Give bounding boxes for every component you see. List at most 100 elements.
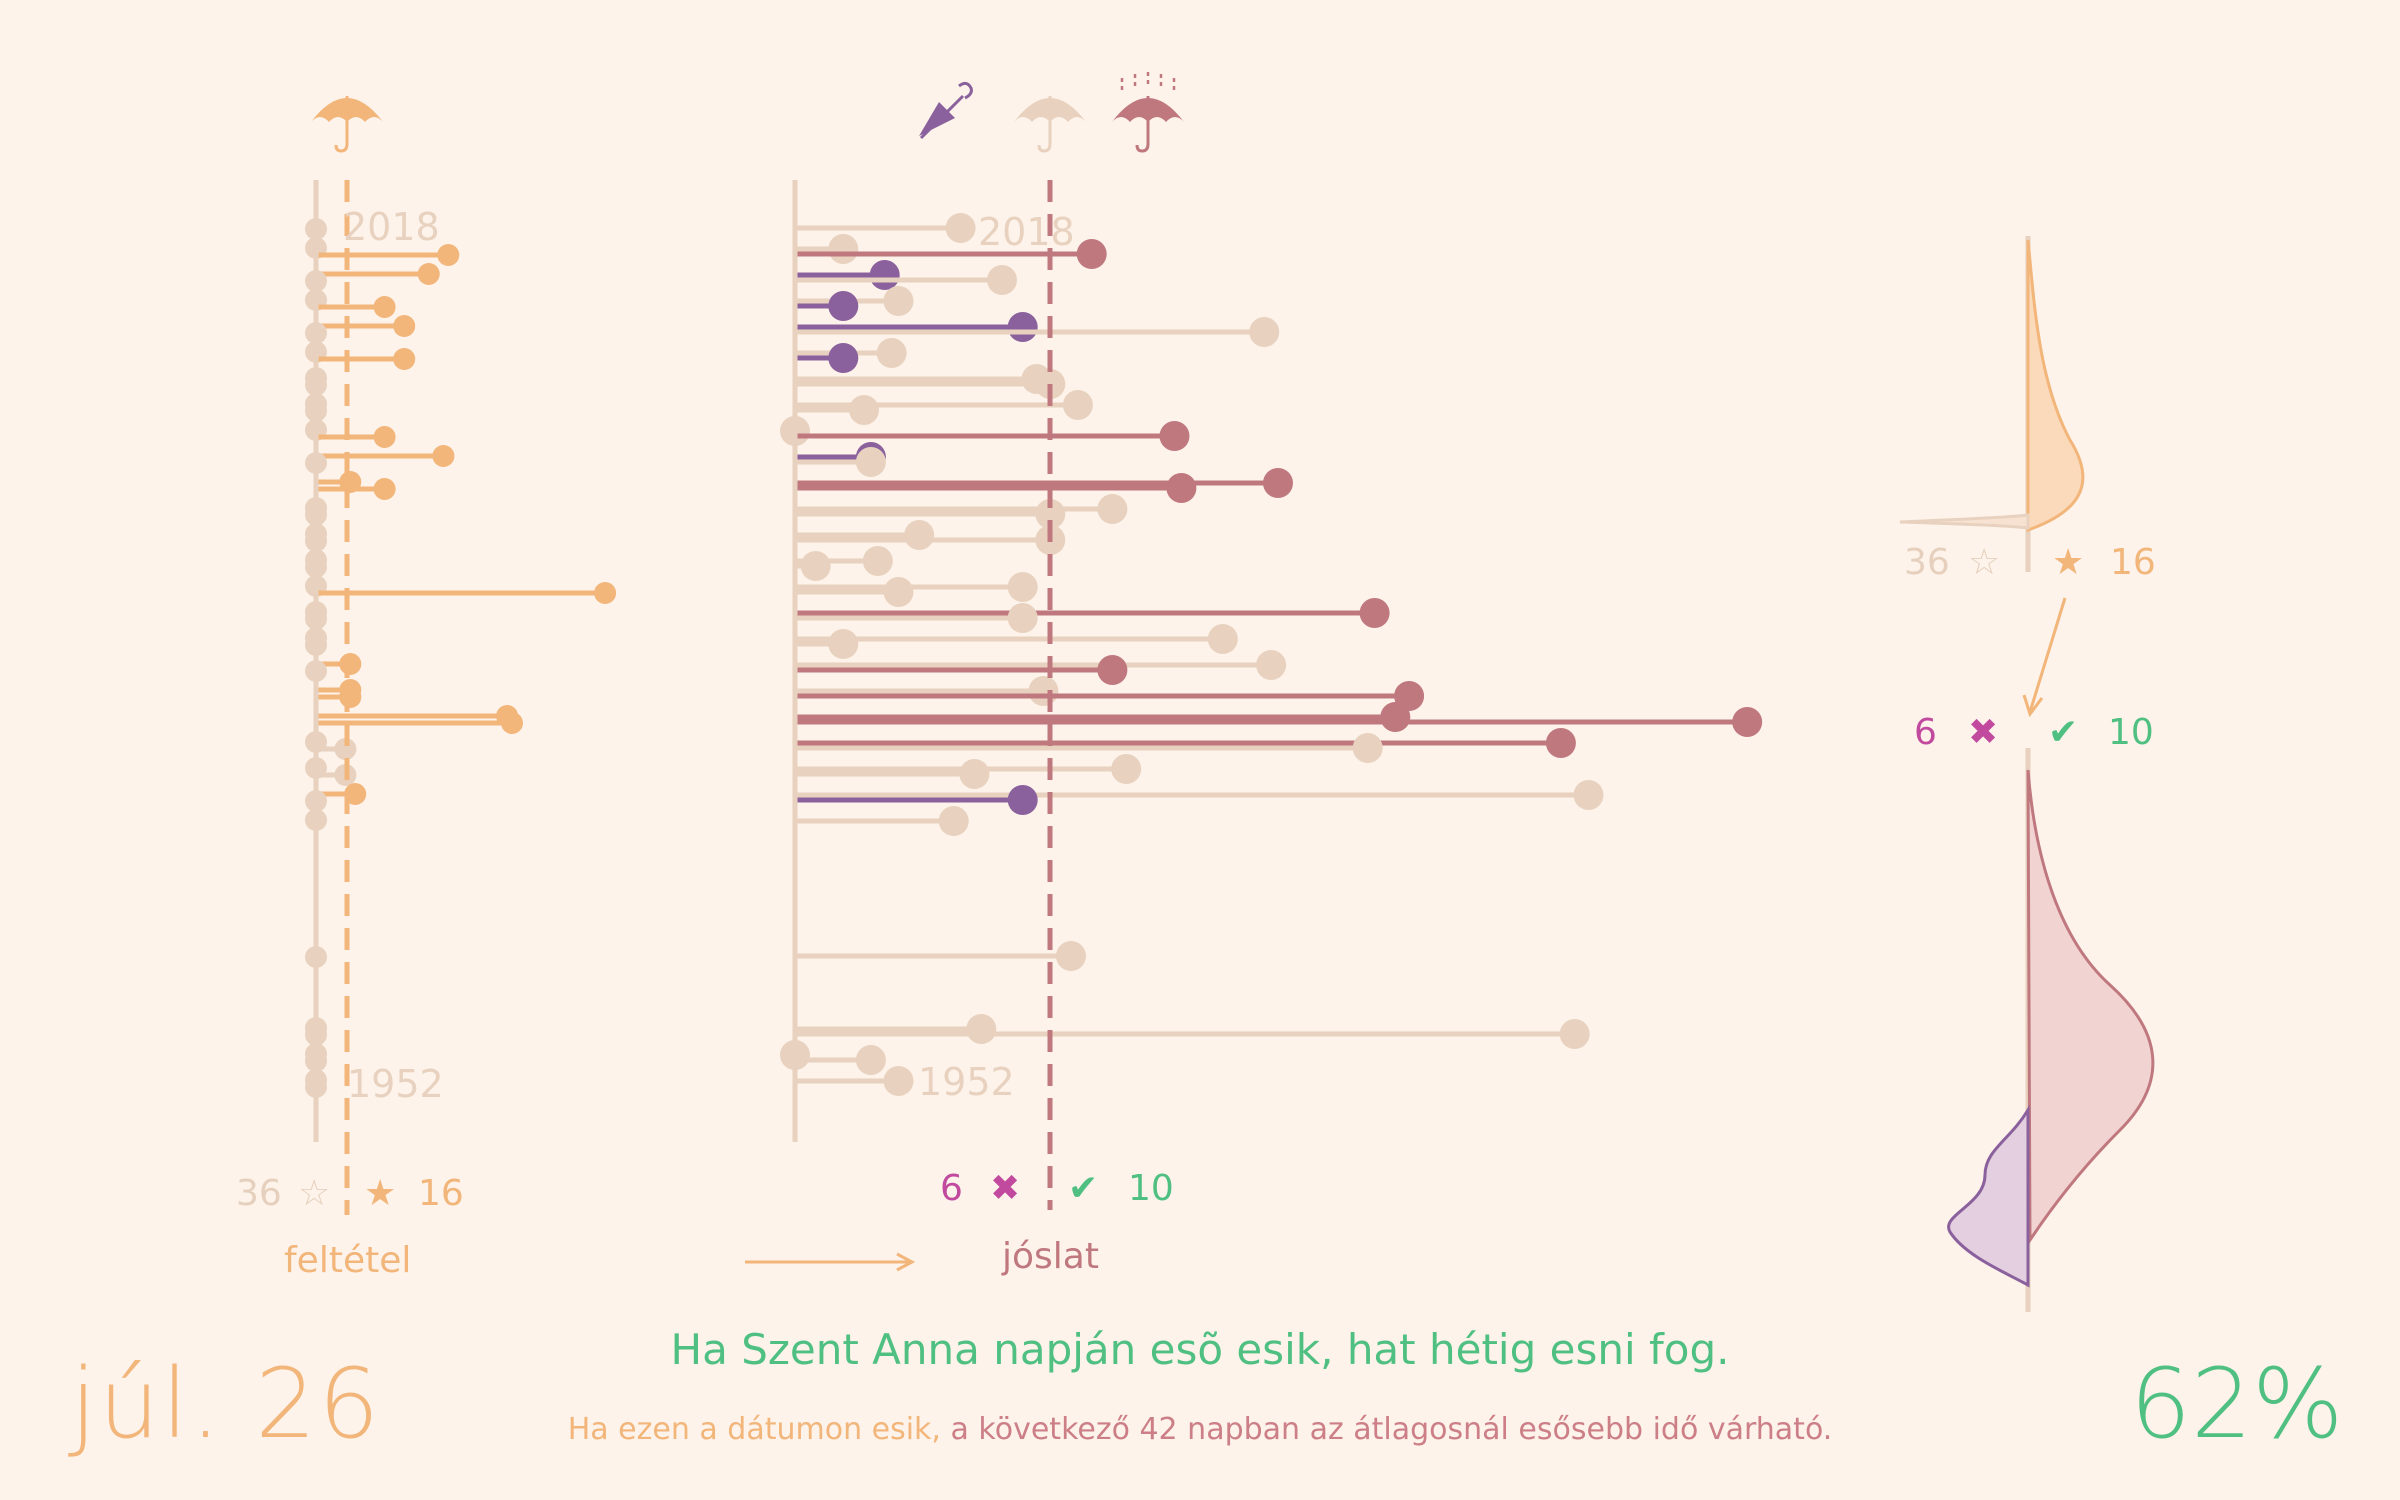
prediction-dot [828,291,859,321]
prediction-dot [800,551,831,581]
condition-axis-label: feltétel [284,1240,412,1281]
prediction-dot [966,1014,997,1044]
prediction-dot [1352,733,1383,763]
prediction-dot [862,546,893,576]
prediction-dot [828,343,859,373]
prediction-count-wrong: 6 [940,1168,963,1209]
prediction-dot [904,520,935,550]
condition-dot [501,712,523,734]
prediction-dot [1732,707,1763,737]
prediction-dot [883,1066,914,1096]
prediction-dot [938,806,969,836]
condition-dot [339,653,362,675]
condition-dot [339,686,362,708]
prediction-dot [1545,728,1576,758]
prediction-year-top: 2018 [978,210,1075,254]
accuracy-percentage: 62% [2130,1348,2344,1460]
condition-dot [437,244,460,266]
condition-dot [432,445,455,467]
density-star-empty-icon: ☆ [1968,542,2001,583]
density-cross-icon: ✖ [1968,712,1999,753]
prediction-dot [1097,494,1128,524]
prediction-lollipops [780,213,1763,1096]
condition-year-bottom: 1952 [347,1062,444,1106]
condition-to-prediction-arrow [2022,597,2067,718]
check-icon: ✔ [1068,1168,1099,1209]
prediction-dot [1097,655,1128,685]
broken-umbrella-icon [919,81,973,140]
prediction-dot [1062,390,1093,420]
prediction-dot [1035,499,1066,529]
condition-dot [344,783,367,805]
prediction-dot [1007,572,1038,602]
explanation-subtitle: Ha ezen a dátumon esik, a következő 42 n… [0,1412,2400,1447]
prediction-dot [1166,473,1197,503]
condition-year-top: 2018 [343,205,440,249]
prediction-dot [1249,317,1280,347]
star-full-icon: ★ [364,1173,397,1214]
prediction-dot [1380,702,1411,732]
star-empty-icon: ☆ [298,1173,331,1214]
density-count-wrong: 6 [1914,712,1937,753]
prediction-dot [883,286,914,316]
prediction-dot [1573,780,1604,810]
condition-dot [393,348,416,370]
subtitle-condition: Ha ezen a dátumon esik, [567,1412,941,1447]
density-count-rain: 16 [2110,542,2156,583]
density-count-no-rain: 36 [1904,542,1950,583]
prediction-dot [1559,1019,1590,1049]
prediction-dot [1256,650,1287,680]
prediction-dot [1359,598,1390,628]
condition-dot [594,582,617,604]
prediction-dot [855,447,886,477]
condition-lollipops [305,218,617,1098]
prediction-dot [1007,785,1038,815]
density-rain-condition [2026,239,2085,533]
prediction-dot [849,395,879,425]
prediction-dot [869,260,900,290]
prediction-dot [1207,624,1238,654]
condition-dot [373,478,396,500]
prediction-dot [855,1045,886,1075]
umbrella-icon [1014,96,1086,153]
saying-headline: Ha Szent Anna napján esõ esik, hat hétig… [670,1325,1730,1374]
cross-icon: ✖ [990,1168,1021,1209]
density-check-icon: ✔ [2048,712,2079,753]
condition-count-no-rain: 36 [236,1173,282,1214]
prediction-dot [876,338,907,368]
density-no-rain-condition [1899,513,2030,530]
condition-dot [373,426,396,448]
prediction-dot [1007,603,1038,633]
flow-arrow-icon [745,1252,916,1272]
prediction-dot [959,759,990,789]
density-count-right: 10 [2108,712,2154,753]
date-label: júl. 26 [70,1348,382,1460]
prediction-dot [1056,941,1086,971]
prediction-dot [987,265,1017,295]
umbrella-icon [311,96,383,153]
prediction-count-right: 10 [1128,1168,1174,1209]
density-wet-outcome [2026,769,2155,1245]
prediction-year-bottom: 1952 [918,1060,1015,1104]
prediction-dot [828,234,859,264]
rain-umbrella-icon [1112,72,1184,153]
prediction-dot [883,577,914,607]
prediction-dot [945,213,976,243]
prediction-dot [1263,468,1293,498]
prediction-dot [1028,676,1059,706]
condition-dot [373,296,396,318]
prediction-dot [1159,421,1190,451]
prediction-dot [1111,754,1142,784]
prediction-axis-label: jóslat [1002,1236,1099,1277]
prediction-dot [1076,239,1107,269]
prediction-dot [1007,312,1038,342]
subtitle-prediction: a következő 42 napban az átlagosnál esős… [950,1412,1833,1447]
condition-dot [417,263,440,285]
density-dry-outcome [1947,1104,2030,1288]
prediction-dot [828,629,859,659]
condition-dot [393,315,416,337]
density-star-full-icon: ★ [2052,542,2085,583]
condition-count-rain: 16 [418,1173,464,1214]
